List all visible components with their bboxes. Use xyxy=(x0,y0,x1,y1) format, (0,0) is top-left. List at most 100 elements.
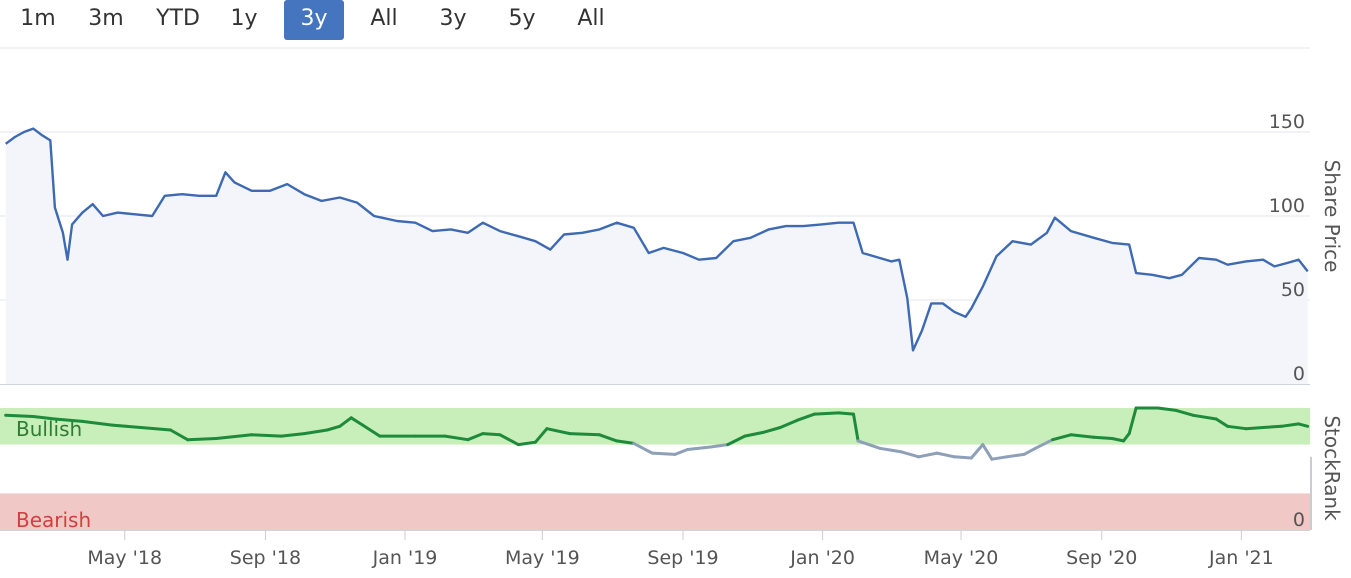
stockrank-segment-31 xyxy=(686,445,712,451)
stockrank-segment-2 xyxy=(53,417,84,423)
x-tick-label-1: Sep '18 xyxy=(230,547,301,569)
stockrank-segment-23 xyxy=(533,427,549,444)
stockrank-segment-33 xyxy=(726,434,747,447)
range-selector: 1m 3m YTD 1y 3y All 3y 5y All xyxy=(0,0,1351,44)
stockrank-segment-64 xyxy=(1226,424,1248,431)
x-tick-label-4: Sep '19 xyxy=(647,547,718,569)
x-tick-label-7: Sep '20 xyxy=(1066,547,1137,569)
stockrank-segment-26 xyxy=(598,433,619,443)
stockrank-segment-28 xyxy=(632,441,654,455)
stockrank-segment-10 xyxy=(279,432,306,438)
stockrank-series xyxy=(4,406,1310,461)
stockrank-segment-56 xyxy=(1110,437,1125,443)
price-y-tick-100: 100 xyxy=(1269,195,1305,217)
stockrank-segment-35 xyxy=(761,426,782,434)
stockrank-segment-4 xyxy=(110,423,143,429)
stockrank-segment-32 xyxy=(709,443,730,449)
range-button-all-8[interactable]: All xyxy=(577,6,605,31)
stockrank-zone-label-bearish: Bearish xyxy=(16,508,91,532)
range-button-ytd-2[interactable]: YTD xyxy=(156,6,200,31)
stockrank-segment-63 xyxy=(1214,417,1230,428)
price-y-tick-150: 150 xyxy=(1269,111,1305,133)
range-button-1y-3[interactable]: 1y xyxy=(230,6,258,31)
price-axis-title: Share Price xyxy=(1320,160,1344,273)
stockrank-segment-15 xyxy=(361,423,382,438)
stockrank-segment-40 xyxy=(852,412,860,443)
stockrank-segment-18 xyxy=(443,434,470,442)
stockrank-segment-62 xyxy=(1191,413,1218,421)
stockrank-segment-60 xyxy=(1156,406,1178,412)
stockrank-segment-5 xyxy=(139,426,172,432)
stockrank-segment-7 xyxy=(186,437,218,442)
stockrank-y-ticks: 0 xyxy=(1293,456,1312,531)
stockrank-segment-22 xyxy=(516,440,537,447)
price-area-fill xyxy=(5,128,1308,384)
stockrank-segment-41 xyxy=(856,439,882,450)
stockrank-segment-21 xyxy=(498,433,520,447)
stockrank-segment-19 xyxy=(466,432,485,442)
stockrank-segment-43 xyxy=(900,450,921,459)
stockrank-segment-20 xyxy=(481,432,502,437)
stockrank-segment-46 xyxy=(952,455,973,460)
stockrank-segment-3 xyxy=(80,419,114,427)
stockrank-segment-0 xyxy=(4,413,35,418)
stockrank-segment-66 xyxy=(1261,424,1283,429)
range-button-3y-6[interactable]: 3y xyxy=(439,6,467,31)
stockrank-zone-bearish xyxy=(0,493,1310,530)
range-button-3y-4[interactable]: 3y xyxy=(284,0,344,40)
price-series xyxy=(4,127,1309,384)
x-axis: May '18 Sep '18 Jan '19 May '19 Sep '19 Jan '… xyxy=(0,530,1310,569)
stockrank-segment-13 xyxy=(338,416,353,428)
stockrank-segment-8 xyxy=(214,433,254,440)
stockrank-segment-6 xyxy=(169,428,190,442)
stockrank-segment-25 xyxy=(568,432,601,437)
range-button-all-5[interactable]: All xyxy=(370,6,398,31)
stockrank-segment-42 xyxy=(878,446,904,454)
stockrank-y-tick-0: 0 xyxy=(1293,509,1305,531)
stockrank-segment-24 xyxy=(545,427,572,436)
x-tick-label-5: Jan '20 xyxy=(789,547,855,569)
stockrank-segment-39 xyxy=(837,411,855,416)
stockrank-segment-48 xyxy=(981,443,994,461)
range-button-5y-7[interactable]: 5y xyxy=(508,6,536,31)
stockrank-segment-57 xyxy=(1122,432,1131,443)
stockrank-segment-44 xyxy=(917,451,939,459)
x-tick-label-0: May '18 xyxy=(87,547,162,569)
stockrank-segment-38 xyxy=(813,411,841,416)
stockrank-segment-11 xyxy=(302,428,329,436)
stockrank-segment-55 xyxy=(1092,435,1114,440)
stockrank-segment-36 xyxy=(778,418,799,429)
stockrank-segment-53 xyxy=(1051,433,1073,442)
stockrank-segment-52 xyxy=(1033,438,1055,450)
stockrank-segment-49 xyxy=(990,455,1009,461)
stockrank-segment-37 xyxy=(795,412,817,422)
x-tick-label-2: Jan '19 xyxy=(372,547,438,569)
stockrank-segment-67 xyxy=(1279,422,1301,428)
stockrank-segment-12 xyxy=(325,424,342,432)
stockrank-segment-58 xyxy=(1127,406,1138,436)
stockrank-segment-65 xyxy=(1244,426,1265,431)
stockrank-segment-68 xyxy=(1297,422,1310,428)
stockrank-segment-34 xyxy=(743,430,765,438)
stockrank-segment-54 xyxy=(1069,433,1096,439)
x-tick-label-6: May '20 xyxy=(924,547,999,569)
stockrank-segment-47 xyxy=(969,443,985,460)
price-line xyxy=(4,127,1309,352)
stockrank-segment-1 xyxy=(31,415,57,421)
price-y-tick-0: 0 xyxy=(1293,363,1305,385)
stockrank-segment-30 xyxy=(673,448,690,456)
range-button-1m-0[interactable]: 1m xyxy=(20,6,56,31)
stockrank-segment-50 xyxy=(1005,452,1026,459)
stockrank-axis-title: StockRank xyxy=(1320,415,1344,521)
x-tick-label-3: May '19 xyxy=(505,547,580,569)
stockrank-segment-9 xyxy=(250,433,283,438)
x-tick-label-8: Jan '21 xyxy=(1208,547,1274,569)
stockrank-segment-14 xyxy=(349,416,365,427)
range-button-3m-1[interactable]: 3m xyxy=(88,6,124,31)
price-y-ticks: 0 50 100 150 xyxy=(1269,111,1305,385)
stockrank-segment-61 xyxy=(1174,408,1195,417)
stockrank-segment-27 xyxy=(615,439,636,445)
stockrank-segment-45 xyxy=(935,451,956,459)
